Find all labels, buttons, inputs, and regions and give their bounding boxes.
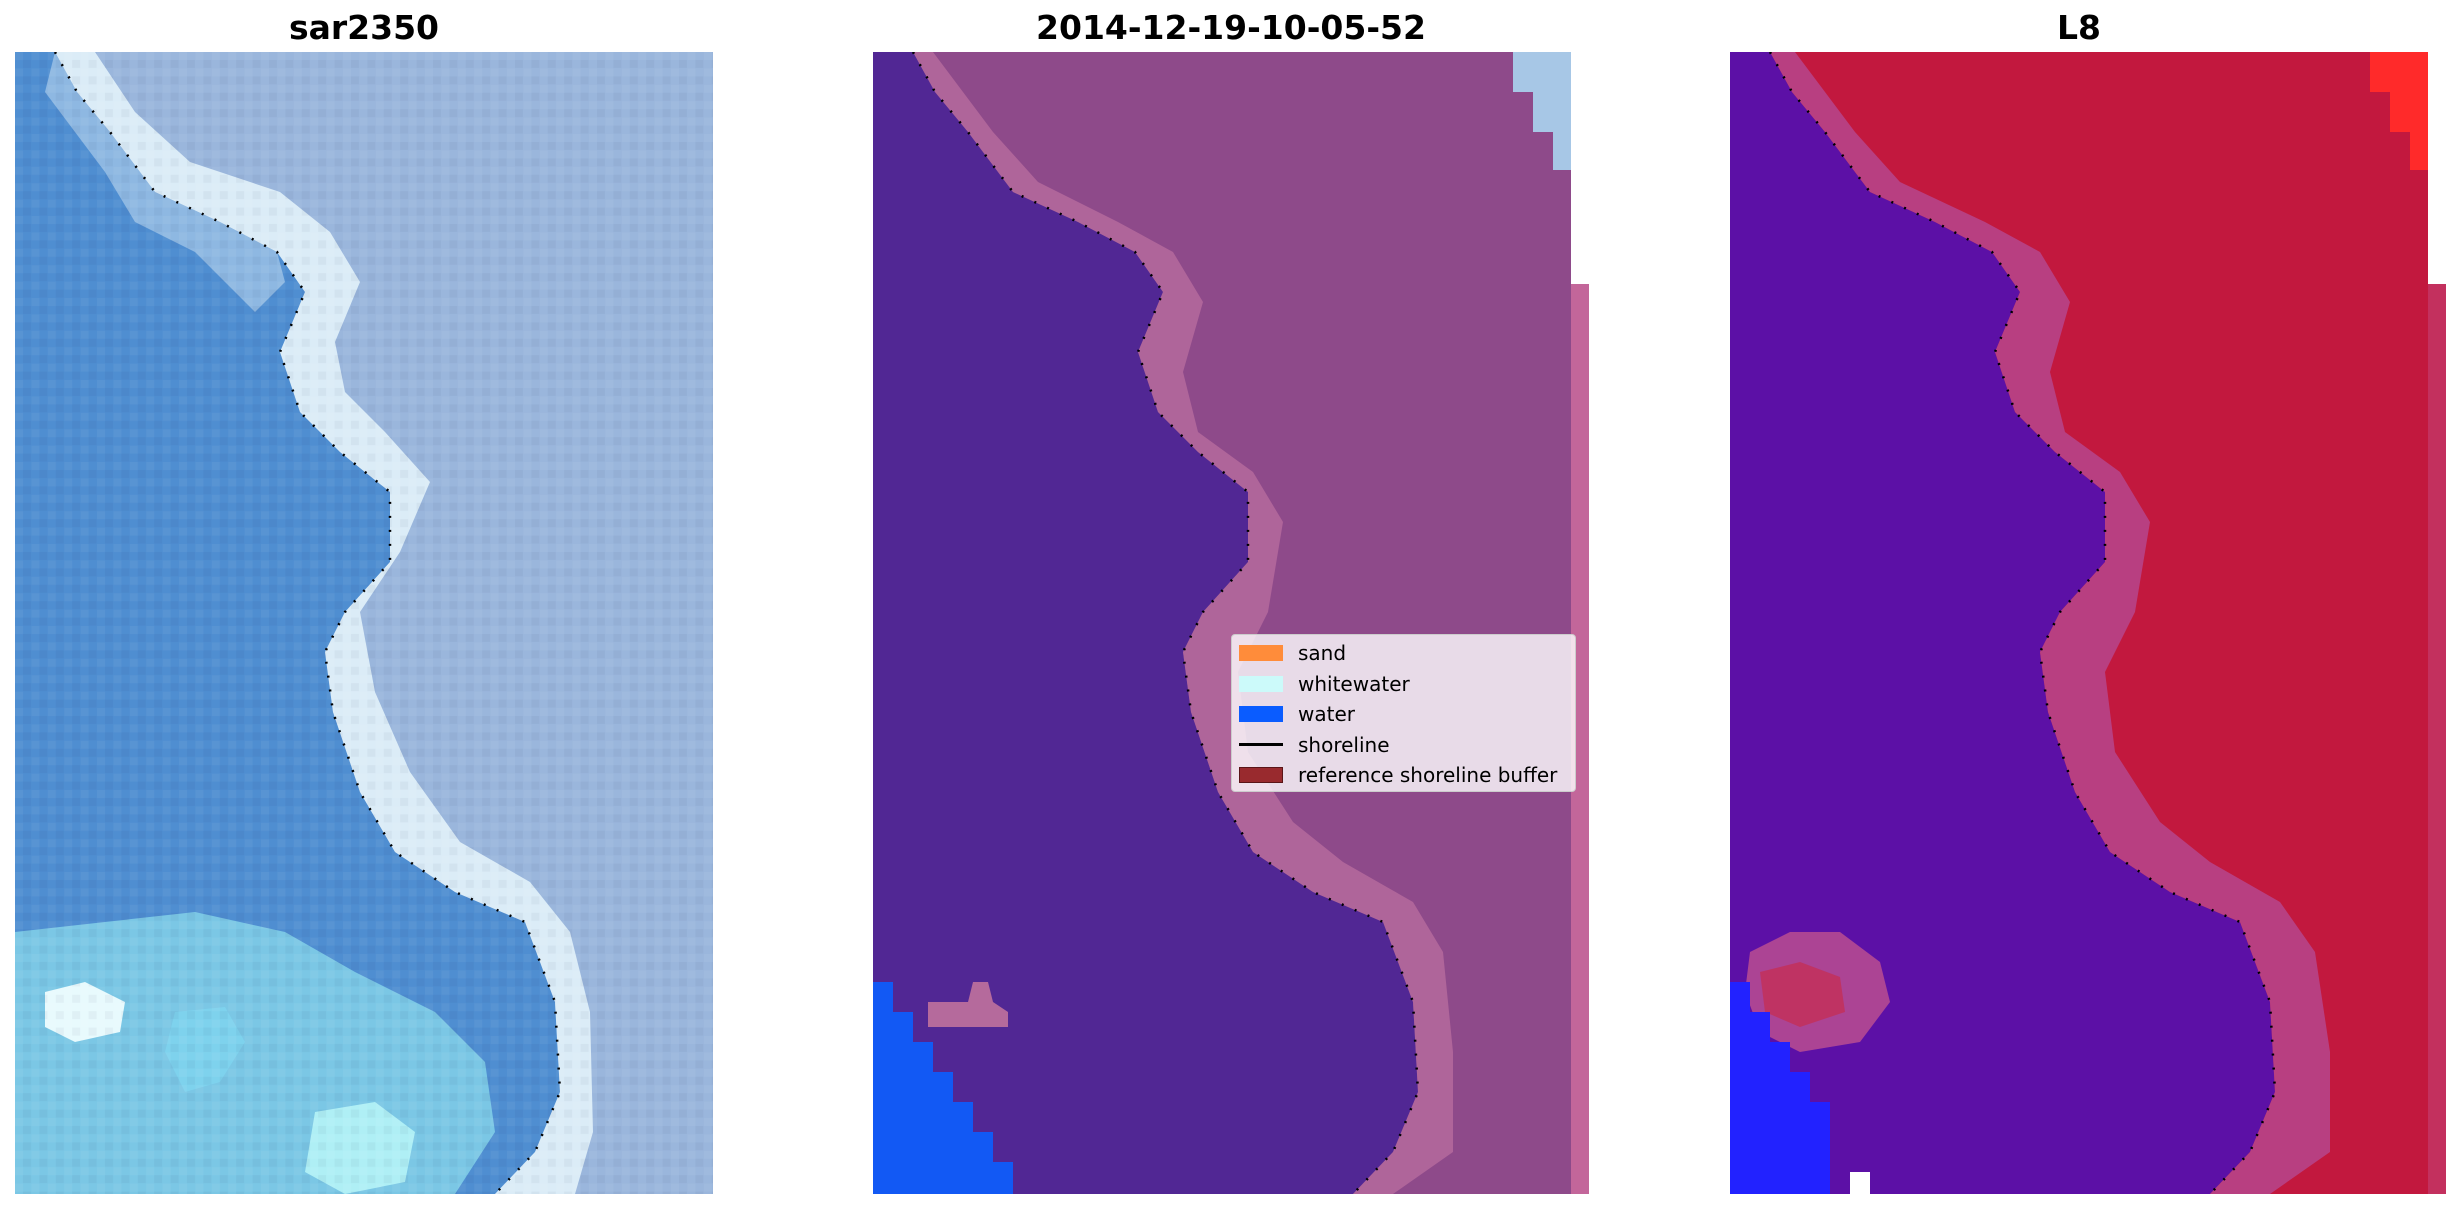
legend-label-sand: sand	[1298, 641, 1347, 666]
legend-item-sand: sand	[1232, 638, 1575, 669]
panel-title-rgb: sar2350	[288, 8, 440, 47]
bright-red-patch	[2370, 52, 2428, 170]
mndwi-panel	[1730, 52, 2446, 1194]
rgb-image-panel	[15, 52, 713, 1194]
legend-item-buffer: reference shoreline buffer	[1232, 760, 1575, 791]
sea-class-region	[873, 982, 1013, 1194]
sky-patch	[1513, 52, 1571, 170]
water-class-region	[873, 52, 1418, 1194]
legend-item-whitewater: whitewater	[1232, 669, 1575, 700]
legend-label-buffer: reference shoreline buffer	[1298, 763, 1558, 788]
buffer-swatch	[1239, 767, 1283, 784]
legend-item-shoreline: shoreline	[1232, 730, 1575, 761]
shoreline-line-marker	[1239, 743, 1283, 747]
water-index-region	[1730, 52, 2275, 1194]
mndwi-image	[1730, 52, 2446, 1194]
whitewater-swatch	[1239, 675, 1283, 692]
classification-panel	[873, 52, 1589, 1194]
rgb-image	[15, 52, 713, 1194]
legend-label-whitewater: whitewater	[1298, 671, 1410, 696]
legend-label-water: water	[1298, 702, 1355, 727]
water-swatch	[1239, 706, 1283, 723]
inland-patch	[928, 982, 1008, 1027]
legend-item-water: water	[1232, 699, 1575, 730]
legend: sand whitewater water shoreline referenc…	[1231, 634, 1576, 792]
panel-title-mndwi: L8	[2057, 8, 2101, 47]
legend-label-shoreline: shoreline	[1298, 732, 1390, 757]
classified-image	[873, 52, 1589, 1194]
sand-swatch	[1239, 645, 1283, 662]
panel-title-classification: 2014-12-19-10-05-52	[1036, 8, 1426, 47]
sea-index-region	[1730, 982, 1830, 1194]
